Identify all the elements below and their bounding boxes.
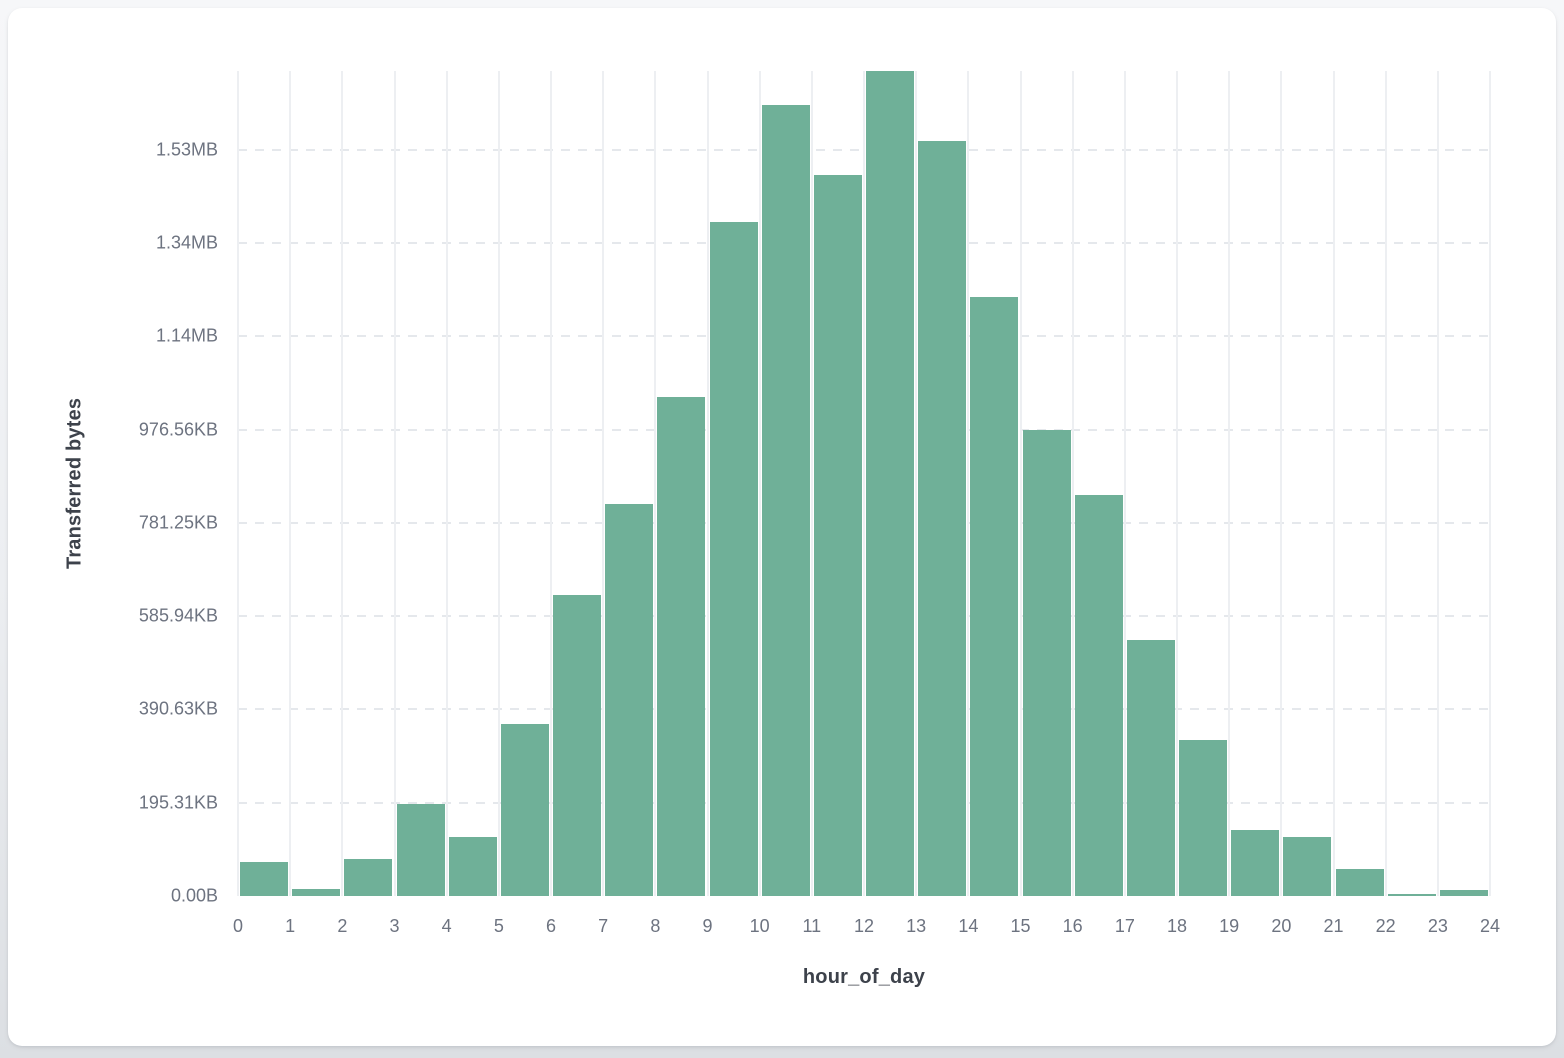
vertical-gridline (1384, 71, 1387, 896)
x-tick-label: 8 (650, 916, 661, 936)
x-tick-label: 1 (285, 916, 296, 936)
plot-area (237, 71, 1491, 896)
x-tick-label: 6 (545, 916, 557, 936)
bar-hour-3[interactable] (396, 804, 445, 896)
vertical-gridline (1071, 71, 1074, 896)
y-tick-label: 1.14MB (155, 325, 218, 346)
vertical-gridline (1436, 71, 1439, 896)
x-tick-label: 18 (1166, 916, 1188, 936)
bar-hour-19[interactable] (1231, 830, 1280, 896)
vertical-gridline (758, 71, 761, 896)
x-tick-label: 13 (906, 916, 927, 936)
bar-hour-5[interactable] (500, 724, 549, 896)
x-tick-label: 16 (1062, 916, 1083, 936)
x-tick-label: 5 (493, 916, 504, 936)
x-tick-label: 22 (1375, 916, 1396, 936)
bar-hour-2[interactable] (344, 859, 393, 896)
y-tick-label: 1.34MB (155, 232, 218, 253)
x-tick-label: 15 (1010, 916, 1031, 936)
bar-hour-17[interactable] (1126, 640, 1175, 896)
x-tick-label: 11 (802, 916, 822, 936)
bar-hour-4[interactable] (448, 837, 497, 896)
chart-card: Transferred bytes 0.00B 195.31KB 390.63KB 5… (8, 8, 1556, 1046)
vertical-gridline (497, 71, 500, 896)
x-tick-label: 23 (1427, 916, 1448, 936)
bar-hour-14[interactable] (970, 297, 1019, 896)
vertical-gridline (915, 71, 918, 896)
bar-hour-7[interactable] (605, 504, 654, 896)
vertical-gridline (654, 71, 657, 896)
vertical-gridline (863, 71, 865, 896)
y-tick-label: 976.56KB (138, 419, 218, 439)
vertical-gridline (602, 71, 605, 896)
y-tick-label: 781.25KB (138, 512, 218, 533)
y-axis-ticks: 0.00B 195.31KB 390.63KB 585.94KB 781.25KB 976… (8, 71, 218, 905)
y-tick-label: 390.63KB (138, 698, 218, 719)
bar-hour-11[interactable] (813, 175, 862, 896)
x-tick-label: 9 (702, 916, 713, 936)
bar-hour-13[interactable] (918, 141, 967, 896)
bar-hour-12[interactable] (866, 71, 915, 896)
x-tick-label: 21 (1323, 916, 1344, 936)
x-tick-label: 7 (598, 916, 609, 936)
vertical-gridline (1332, 71, 1335, 896)
x-tick-label: 12 (853, 916, 875, 936)
vertical-gridline (1176, 71, 1178, 896)
bar-hour-18[interactable] (1179, 740, 1228, 896)
bar-hour-15[interactable] (1022, 430, 1071, 896)
vertical-gridline (967, 71, 970, 896)
bar-hour-9[interactable] (709, 222, 758, 896)
vertical-gridline (289, 71, 292, 896)
bar-hour-23[interactable] (1439, 889, 1488, 896)
bar-hour-21[interactable] (1335, 869, 1384, 896)
bar-hour-10[interactable] (761, 105, 810, 896)
bar-hour-0[interactable] (240, 861, 289, 896)
x-axis-title: hour_of_day (802, 966, 926, 988)
x-tick-label: 10 (749, 916, 770, 936)
vertical-gridline (706, 71, 709, 896)
bar-hour-1[interactable] (292, 889, 341, 896)
vertical-gridline (393, 71, 396, 896)
bar-hour-16[interactable] (1074, 495, 1123, 896)
x-tick-label: 24 (1479, 916, 1501, 936)
x-tick-label: 20 (1271, 916, 1292, 936)
x-tick-label: 3 (389, 916, 400, 936)
vertical-gridline (550, 71, 552, 896)
x-tick-label: 4 (441, 916, 452, 936)
y-tick-label: 195.31KB (138, 792, 218, 813)
x-tick-label: 14 (958, 916, 979, 936)
vertical-gridline (1019, 71, 1022, 896)
bar-hour-8[interactable] (657, 396, 706, 896)
bar-hour-22[interactable] (1387, 894, 1436, 896)
x-tick-label: 19 (1219, 916, 1240, 936)
bar-hour-20[interactable] (1283, 837, 1332, 896)
vertical-gridline (1228, 71, 1231, 896)
bar-hour-6[interactable] (553, 595, 602, 896)
x-axis-ticks: 0 1 2 3 4 5 6 7 8 9 10 11 12 13 14 15 16 17 18 19 20 21 22 23 24 (233, 911, 1500, 941)
vertical-gridline (445, 71, 448, 896)
y-tick-label: 0.00B (170, 885, 218, 906)
vertical-gridline (1280, 71, 1283, 896)
vertical-gridline (237, 71, 239, 896)
vertical-gridline (1123, 71, 1126, 896)
x-tick-label: 2 (337, 916, 348, 936)
vertical-gridline (341, 71, 344, 896)
x-tick-label: 17 (1114, 916, 1135, 936)
vertical-gridline (1489, 71, 1491, 896)
y-tick-label: 585.94KB (138, 605, 218, 626)
y-tick-label: 1.53MB (155, 139, 218, 160)
vertical-gridline (810, 71, 813, 896)
x-tick-label: 0 (232, 916, 244, 936)
